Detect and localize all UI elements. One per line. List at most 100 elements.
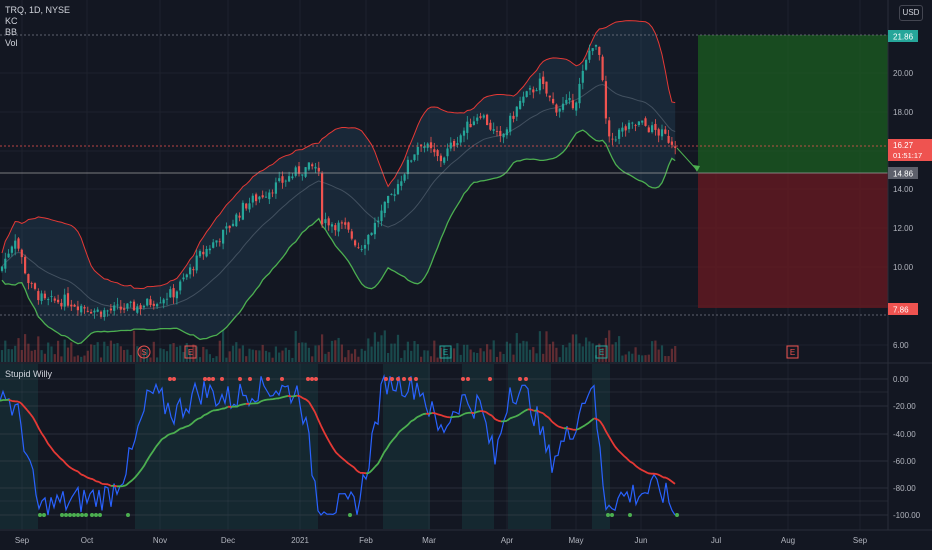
candle-body [631,122,634,124]
candle-body [189,267,192,275]
event-marker-s[interactable]: S [137,345,151,359]
volume-bar [538,331,541,362]
volume-bar [575,334,578,362]
arrow-head-icon [693,165,700,172]
volume-bar [218,340,221,362]
symbol-label[interactable]: TRQ, 1D, NYSE [5,5,71,15]
volume-bar [512,354,515,362]
volume-bar [459,354,462,362]
time-axis-label: Mar [422,536,436,545]
indicator-vol[interactable]: Vol [5,38,18,48]
candle-body [119,306,122,310]
candle-body [222,229,225,244]
volume-bar [195,346,198,362]
candle-body [608,120,611,137]
candle-body [611,138,614,140]
volume-bar [555,347,558,362]
volume-bar [264,350,268,362]
candle-body [218,241,221,243]
candle-body [390,193,393,195]
volume-bar [231,345,235,362]
candle-body [363,245,367,249]
volume-bar [202,346,205,362]
volume-bar [528,349,532,362]
candle-body [86,310,89,312]
volume-bar [129,354,132,362]
candle-body [456,143,459,145]
candle-body [169,289,172,298]
price-axis: 20.00 18.00 14.00 12.00 10.00 6.00 [893,69,914,350]
candle-body [545,81,548,94]
osc-zone [508,364,551,529]
candle-body [93,310,96,313]
oscillator-dots [38,377,679,517]
candle-body [70,304,73,307]
candle-body [578,83,581,104]
candle-body [651,125,654,133]
candle-body [321,173,324,225]
volume-bar [225,357,228,362]
candle-body [76,306,79,311]
candle-body [512,115,515,119]
event-marker-e[interactable]: E [595,345,608,359]
candle-body [83,307,86,309]
candle-body [604,81,607,119]
candle-body [47,299,50,300]
candle-body [7,253,10,258]
candle-body [281,176,284,183]
candle-body [429,142,433,149]
volume-bar [492,340,495,362]
osc-dot [220,377,224,381]
candle-body [264,196,268,198]
volume-bar [330,340,334,362]
volume-bar [208,354,211,362]
osc-dot [60,513,64,517]
indicator-kc[interactable]: KC [5,16,18,26]
volume-bar [281,350,284,362]
price-axis-label: 12.00 [893,224,914,233]
candle-body [175,291,178,299]
time-axis-label: Apr [501,536,514,545]
candle-body [238,215,241,218]
event-marker-e[interactable]: E [184,345,197,359]
volume-bar [489,349,492,362]
volume-bar [357,356,360,362]
candle-body [667,135,670,143]
candle-body [159,302,162,304]
volume-bar [63,339,66,362]
volume-bar [50,346,53,362]
volume-bar [324,353,327,362]
candle-body [519,100,522,109]
candle-body [106,310,109,312]
volume-bar [139,347,142,362]
volume-bar [278,352,281,362]
volume-bar [578,343,581,362]
candle-body [109,308,112,311]
oscillator-title[interactable]: Stupid Willy [5,369,53,379]
volume-bar [545,331,548,362]
candle-body [202,251,205,255]
price-axis-label: 14.00 [893,185,914,194]
candle-body [420,144,423,147]
candle-body [14,240,17,249]
candle-body [132,301,136,311]
currency-button[interactable]: USD [899,5,923,21]
volume-bar [585,337,588,362]
indicator-bb[interactable]: BB [5,27,18,37]
volume-bar [591,343,594,362]
volume-bar [667,356,670,362]
candle-body [337,222,340,232]
event-marker-e[interactable]: E [439,345,452,359]
volume-bar [588,341,591,362]
candle-body [413,154,416,161]
volume-bar [80,356,83,362]
volume-bar [222,330,225,362]
candle-body [43,293,46,299]
volume-bar [60,356,63,362]
candle-body [423,146,426,149]
svg-text:S: S [141,348,146,357]
event-marker-e[interactable]: E [786,345,799,359]
volume-bar [644,355,647,362]
